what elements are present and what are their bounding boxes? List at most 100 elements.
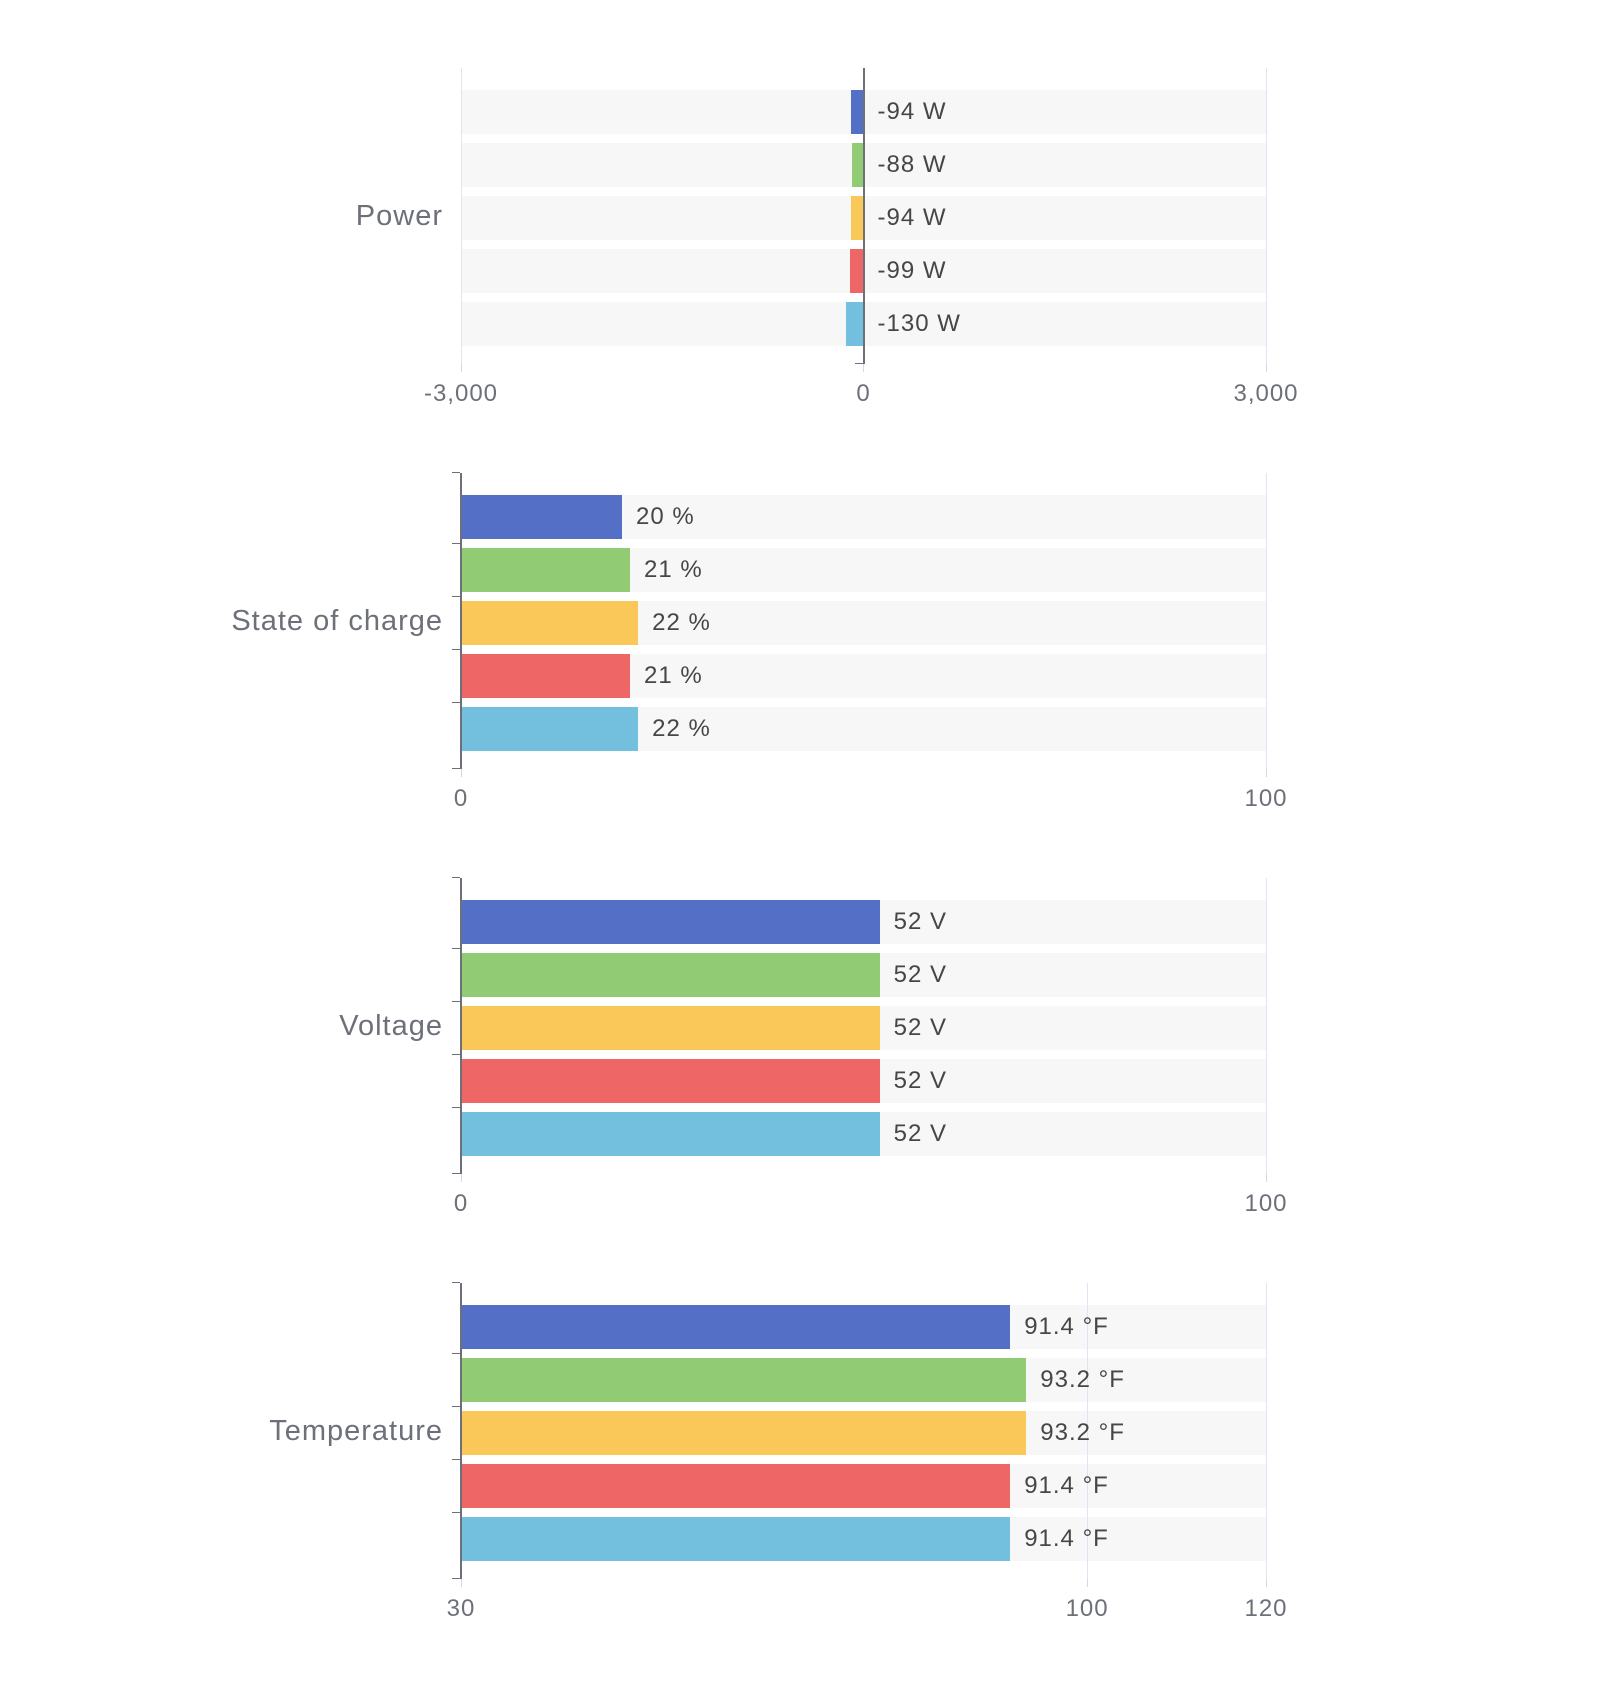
bar-value-label: 52 V bbox=[893, 961, 947, 988]
temperature-bar-3[interactable] bbox=[461, 1411, 1027, 1455]
axis-line bbox=[460, 473, 462, 769]
bar-value-label: 93.2 °F bbox=[1040, 1366, 1125, 1393]
bar-value-label: -99 W bbox=[877, 257, 947, 284]
x-axis-tick-label: 100 bbox=[1244, 785, 1288, 812]
grid-line bbox=[1265, 878, 1267, 1174]
axis-tick bbox=[452, 947, 460, 949]
plot-area: 52 V 52 V 52 V 52 V 52 V bbox=[452, 877, 1267, 1182]
x-axis-tick-label: 120 bbox=[1244, 1595, 1288, 1622]
power-bar-2[interactable] bbox=[851, 143, 864, 187]
bar-value-label: 91.4 °F bbox=[1024, 1472, 1109, 1499]
axis-tick bbox=[1265, 769, 1267, 777]
voltage-bar-4[interactable] bbox=[461, 1059, 880, 1103]
bar-value-label: 93.2 °F bbox=[1040, 1419, 1125, 1446]
chart-temperature: Temperature 91.4 °F 93.2 °F 93.2 °F 91.4 °F… bbox=[0, 0, 1600, 1622]
axis-line bbox=[460, 878, 462, 1174]
bar-value-label: -94 W bbox=[877, 204, 947, 231]
axis-tick bbox=[452, 877, 460, 878]
voltage-bar-1[interactable] bbox=[461, 900, 880, 944]
axis-tick bbox=[854, 363, 863, 364]
bar-value-label: 52 V bbox=[893, 1067, 947, 1094]
axis-tick bbox=[452, 1458, 460, 1460]
plot-area: 20 % 21 % 22 % 21 % 22 % bbox=[452, 472, 1267, 777]
axis-tick bbox=[863, 364, 864, 372]
power-bar-3[interactable] bbox=[850, 196, 864, 240]
x-axis-tick-label: -3,000 bbox=[423, 380, 499, 407]
bar-value-label: 21 % bbox=[644, 556, 703, 583]
plot-area: -94 W -88 W -94 W -99 W -130 W bbox=[460, 68, 1267, 372]
x-axis-tick-label: 100 bbox=[1065, 1595, 1109, 1622]
power-bar-4[interactable] bbox=[850, 249, 864, 293]
x-axis-tick-label: 30 bbox=[446, 1595, 476, 1622]
chart-state-of-charge: State of charge 20 % 21 % 22 % 21 % 22 % 0 10… bbox=[0, 0, 1600, 812]
axis-tick bbox=[452, 1405, 460, 1407]
axis-tick bbox=[1265, 364, 1267, 372]
temperature-bar-4[interactable] bbox=[461, 1464, 1011, 1508]
voltage-bar-3[interactable] bbox=[461, 1006, 880, 1050]
temperature-bar-2[interactable] bbox=[461, 1358, 1027, 1402]
power-bar-5[interactable] bbox=[846, 302, 864, 346]
x-axis-tick-label: 0 bbox=[453, 785, 469, 812]
bar-value-label: 22 % bbox=[652, 609, 711, 636]
axis-tick bbox=[452, 472, 460, 473]
axis-tick bbox=[452, 1106, 460, 1108]
axis-tick bbox=[452, 1282, 460, 1283]
bar-value-label: 52 V bbox=[893, 1120, 947, 1147]
chart-power: Power -94 W -88 W -94 W -99 W -130 W -3,000 0… bbox=[0, 0, 1600, 407]
x-axis-tick-label: 100 bbox=[1244, 1190, 1288, 1217]
grid-line bbox=[1265, 1283, 1267, 1579]
axis-tick bbox=[1265, 1174, 1267, 1182]
bar-value-label: 21 % bbox=[644, 662, 703, 689]
x-axis-tick-label: 0 bbox=[856, 380, 871, 407]
bar-value-label: -94 W bbox=[877, 98, 947, 125]
axis-tick bbox=[460, 1579, 462, 1587]
axis-tick bbox=[460, 1174, 462, 1182]
bar-value-label: -130 W bbox=[877, 310, 961, 337]
axis-tick bbox=[452, 701, 460, 703]
state-of-charge-bar-2[interactable] bbox=[461, 548, 631, 592]
category-axis-label: State of charge bbox=[231, 605, 443, 637]
axis-tick bbox=[460, 364, 462, 372]
bar-value-label: -88 W bbox=[877, 151, 947, 178]
bar-value-label: 22 % bbox=[652, 715, 711, 742]
bar-value-label: 91.4 °F bbox=[1024, 1313, 1109, 1340]
grid-line bbox=[460, 68, 462, 364]
state-of-charge-bar-5[interactable] bbox=[461, 707, 639, 751]
plot-area: 91.4 °F 93.2 °F 93.2 °F 91.4 °F 91.4 °F bbox=[452, 1282, 1267, 1587]
axis-tick bbox=[460, 769, 462, 777]
grid-line bbox=[1265, 473, 1267, 769]
bar-value-label: 52 V bbox=[893, 1014, 947, 1041]
category-axis-label: Temperature bbox=[269, 1415, 443, 1447]
axis-tick bbox=[452, 1578, 460, 1579]
axis-tick bbox=[452, 768, 460, 769]
grid-line bbox=[1086, 1283, 1088, 1579]
category-axis-label: Power bbox=[355, 200, 443, 232]
axis-tick bbox=[1265, 1579, 1267, 1587]
category-axis-label: Voltage bbox=[339, 1010, 443, 1042]
axis-line bbox=[862, 68, 865, 364]
bar-value-label: 20 % bbox=[636, 503, 695, 530]
bar-value-label: 52 V bbox=[893, 908, 947, 935]
power-bar-1[interactable] bbox=[850, 90, 864, 134]
axis-tick bbox=[1086, 1579, 1088, 1587]
axis-tick bbox=[452, 1352, 460, 1354]
grid-line bbox=[1265, 68, 1267, 364]
axis-tick bbox=[452, 595, 460, 597]
temperature-bar-5[interactable] bbox=[461, 1517, 1011, 1561]
voltage-bar-5[interactable] bbox=[461, 1112, 880, 1156]
state-of-charge-bar-1[interactable] bbox=[461, 495, 622, 539]
voltage-bar-2[interactable] bbox=[461, 953, 880, 997]
temperature-bar-1[interactable] bbox=[461, 1305, 1011, 1349]
state-of-charge-bar-4[interactable] bbox=[461, 654, 631, 698]
axis-tick bbox=[452, 1511, 460, 1513]
axis-tick bbox=[452, 1000, 460, 1002]
bar-value-label: 91.4 °F bbox=[1024, 1525, 1109, 1552]
axis-tick bbox=[452, 1053, 460, 1055]
axis-tick bbox=[452, 648, 460, 650]
axis-tick bbox=[452, 542, 460, 544]
axis-line bbox=[460, 1283, 462, 1579]
state-of-charge-bar-3[interactable] bbox=[461, 601, 639, 645]
axis-tick bbox=[452, 1173, 460, 1174]
x-axis-tick-label: 3,000 bbox=[1233, 380, 1299, 407]
